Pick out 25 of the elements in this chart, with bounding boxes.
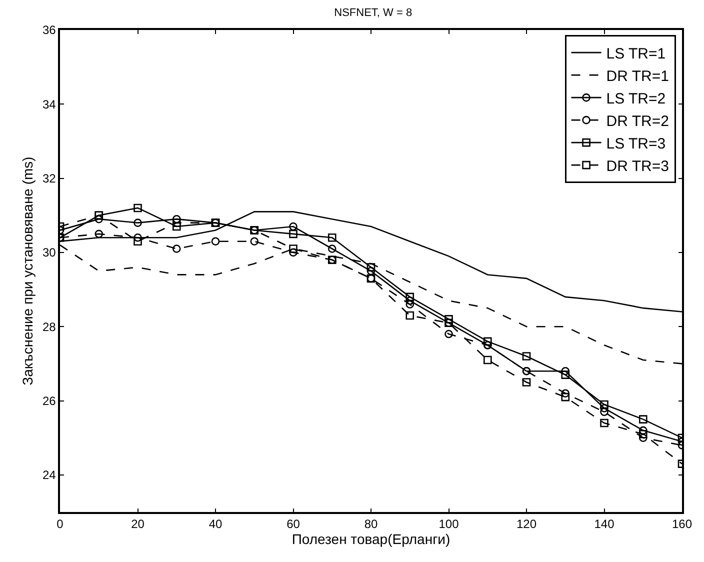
legend-label: DR TR=3 — [606, 158, 669, 175]
x-tick-label: 20 — [131, 517, 145, 532]
y-tick-label: 24 — [42, 468, 56, 482]
y-tick-label: 26 — [42, 394, 56, 408]
legend-label: DR TR=2 — [606, 112, 669, 130]
legend-label: LS TR=2 — [606, 90, 666, 108]
legend-label: LS TR=1 — [606, 45, 666, 62]
x-tick-label: 120 — [516, 517, 537, 532]
y-tick-label: 34 — [42, 97, 56, 112]
chart-title: NSFNET, W = 8 — [334, 7, 412, 20]
x-tick-label: 0 — [56, 517, 64, 532]
x-tick-label: 60 — [286, 517, 300, 532]
y-tick-label: 28 — [42, 320, 56, 334]
x-tick-label: 40 — [208, 517, 222, 532]
legend-label: LS TR=3 — [606, 135, 666, 152]
x-tick-label: 160 — [672, 517, 692, 532]
x-tick-label: 140 — [594, 517, 615, 532]
y-tick-label: 30 — [42, 246, 56, 260]
y-axis-title: Закъснение при установяване (ms) — [20, 156, 36, 386]
x-tick-label: 80 — [364, 517, 378, 532]
legend-label: DR TR=1 — [606, 68, 669, 85]
x-tick-label: 100 — [438, 517, 460, 532]
y-tick-label: 36 — [42, 23, 56, 38]
x-axis-title: Полезен товар(Ерланги) — [292, 531, 450, 548]
y-tick-label: 32 — [42, 172, 56, 186]
